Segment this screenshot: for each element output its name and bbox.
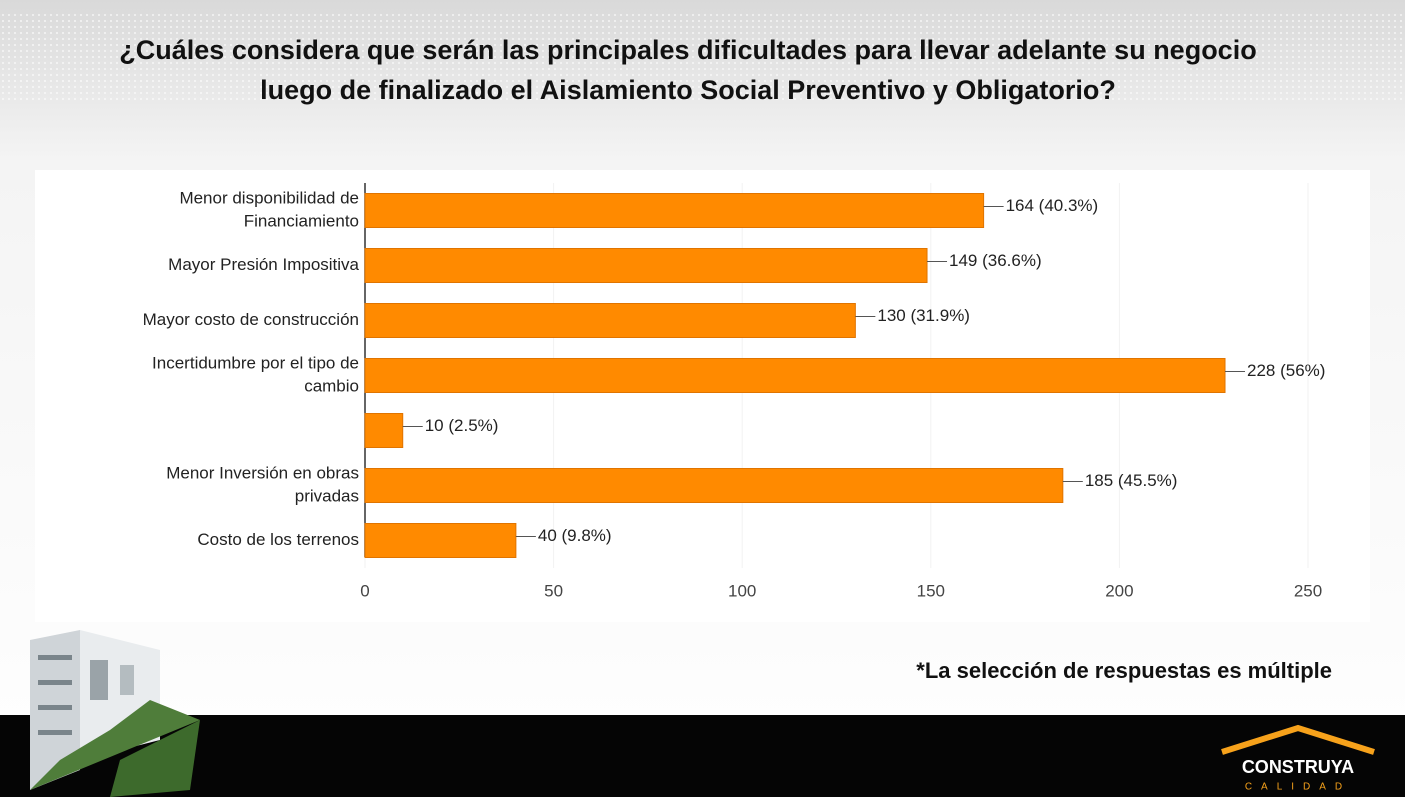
building-illustration [30, 630, 200, 797]
chart-area [35, 170, 1370, 622]
bar [364, 193, 985, 228]
x-tick-label: 200 [1105, 581, 1133, 600]
value-label: 228 (56%) [1247, 361, 1325, 380]
value-label: 185 (45.5%) [1085, 471, 1178, 490]
footer-band [0, 715, 1405, 797]
x-tick-label: 0 [360, 581, 369, 600]
value-label: 149 (36.6%) [949, 251, 1042, 270]
y-tick-label: cambio [304, 376, 359, 395]
logo: CONSTRUYA CALIDAD [1221, 724, 1375, 793]
value-label: 40 (9.8%) [538, 526, 612, 545]
y-tick-label: Menor disponibilidad de [179, 188, 359, 207]
annotation: *La selección de respuestas es múltiple [916, 658, 1332, 683]
dot-pattern [0, 10, 1405, 100]
x-tick-label: 50 [544, 581, 563, 600]
logo-tagline: CALIDAD [1245, 782, 1351, 793]
bar [364, 413, 404, 448]
bar [364, 303, 856, 338]
y-tick-label: Costo de los terrenos [197, 530, 359, 549]
value-label: 130 (31.9%) [877, 306, 970, 325]
chart-title: luego de finalizado el Aislamiento Socia… [260, 75, 1116, 105]
y-tick-label: Mayor Presión Impositiva [168, 255, 359, 274]
y-tick-label: Mayor costo de construcción [143, 310, 359, 329]
logo-name: CONSTRUYA [1242, 757, 1354, 777]
y-tick-label: Financiamiento [244, 211, 359, 230]
value-label: 164 (40.3%) [1006, 196, 1099, 215]
bar [364, 248, 928, 283]
x-tick-label: 250 [1294, 581, 1322, 600]
value-label: 10 (2.5%) [425, 416, 499, 435]
plot: 0 50 100 150 200 250 Menor disponibilidad de Fi… [143, 183, 1325, 600]
x-tick-label: 150 [917, 581, 945, 600]
bar [364, 468, 1064, 503]
bar [364, 358, 1226, 393]
x-tick-label: 100 [728, 581, 756, 600]
bar [364, 523, 517, 558]
chart-title: ¿Cuáles considera que serán las principa… [119, 35, 1256, 65]
y-tick-label: privadas [295, 486, 359, 505]
y-tick-label: Incertidumbre por el tipo de [152, 353, 359, 372]
y-tick-label: Menor Inversión en obras [166, 463, 359, 482]
